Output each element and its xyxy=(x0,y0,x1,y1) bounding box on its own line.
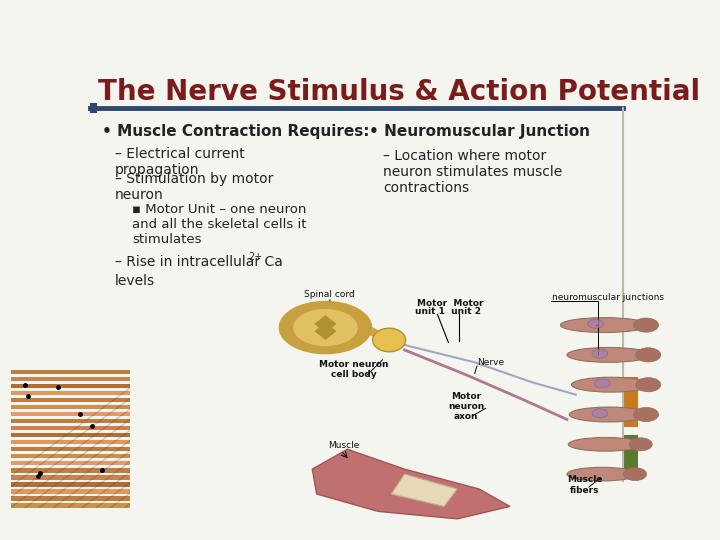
Circle shape xyxy=(294,309,357,346)
Bar xyxy=(624,377,638,427)
Ellipse shape xyxy=(560,318,648,333)
Bar xyxy=(11,468,130,472)
Ellipse shape xyxy=(567,467,637,481)
Bar xyxy=(11,398,130,402)
Text: • Neuromuscular Junction: • Neuromuscular Junction xyxy=(369,124,590,139)
Text: The Nerve Stimulus & Action Potential: The Nerve Stimulus & Action Potential xyxy=(99,78,701,106)
Polygon shape xyxy=(315,315,336,340)
Text: 2+: 2+ xyxy=(248,252,262,262)
Text: • Muscle Contraction Requires:: • Muscle Contraction Requires: xyxy=(102,124,370,139)
Bar xyxy=(11,391,130,395)
Bar xyxy=(11,405,130,409)
Bar xyxy=(11,461,130,465)
Text: – Stimulation by motor
neuron: – Stimulation by motor neuron xyxy=(115,172,274,202)
Ellipse shape xyxy=(570,407,648,422)
Text: Motor  Motor: Motor Motor xyxy=(418,300,484,308)
Text: Motor neuron
cell body: Motor neuron cell body xyxy=(319,360,389,379)
Text: – Rise in intracellular Ca: – Rise in intracellular Ca xyxy=(115,255,283,269)
Text: Muscle: Muscle xyxy=(328,441,359,450)
Bar xyxy=(90,104,97,113)
Text: Spinal cord: Spinal cord xyxy=(305,291,355,299)
Bar xyxy=(11,412,130,416)
Bar xyxy=(11,496,130,501)
Text: – Location where motor
neuron stimulates muscle
contractions: – Location where motor neuron stimulates… xyxy=(383,149,562,195)
Text: Motor
neuron
axon: Motor neuron axon xyxy=(448,392,484,422)
Bar xyxy=(11,440,130,444)
Circle shape xyxy=(629,438,652,451)
Circle shape xyxy=(624,468,647,481)
Text: – Electrical current
propagation: – Electrical current propagation xyxy=(115,147,245,177)
Text: ▪ Motor Unit – one neuron
and all the skeletal cells it
stimulates: ▪ Motor Unit – one neuron and all the sk… xyxy=(132,203,306,246)
Circle shape xyxy=(588,319,603,328)
Polygon shape xyxy=(312,449,510,519)
Text: levels: levels xyxy=(115,274,156,288)
Circle shape xyxy=(636,348,661,362)
Circle shape xyxy=(636,377,661,392)
Bar xyxy=(624,435,638,472)
Bar xyxy=(11,377,130,381)
Ellipse shape xyxy=(568,437,643,451)
Bar xyxy=(11,426,130,430)
Ellipse shape xyxy=(567,347,650,362)
Bar xyxy=(11,370,130,374)
Ellipse shape xyxy=(572,377,650,392)
Bar xyxy=(11,454,130,458)
Bar xyxy=(11,384,130,388)
Bar xyxy=(11,503,130,508)
Circle shape xyxy=(279,301,372,354)
Bar xyxy=(11,489,130,494)
Bar xyxy=(11,419,130,423)
Circle shape xyxy=(594,379,610,388)
Circle shape xyxy=(592,409,608,418)
Bar xyxy=(11,447,130,451)
Bar xyxy=(11,475,130,480)
Text: neuromuscular junctions: neuromuscular junctions xyxy=(552,293,664,302)
Text: unit 1  unit 2: unit 1 unit 2 xyxy=(415,307,482,316)
Circle shape xyxy=(634,318,659,332)
Text: Muscle
fibers: Muscle fibers xyxy=(567,475,603,495)
Bar xyxy=(11,433,130,437)
Text: Nerve: Nerve xyxy=(477,358,504,367)
Circle shape xyxy=(634,407,659,422)
Bar xyxy=(11,482,130,487)
Ellipse shape xyxy=(373,328,405,352)
Polygon shape xyxy=(392,474,457,507)
Circle shape xyxy=(592,349,608,358)
